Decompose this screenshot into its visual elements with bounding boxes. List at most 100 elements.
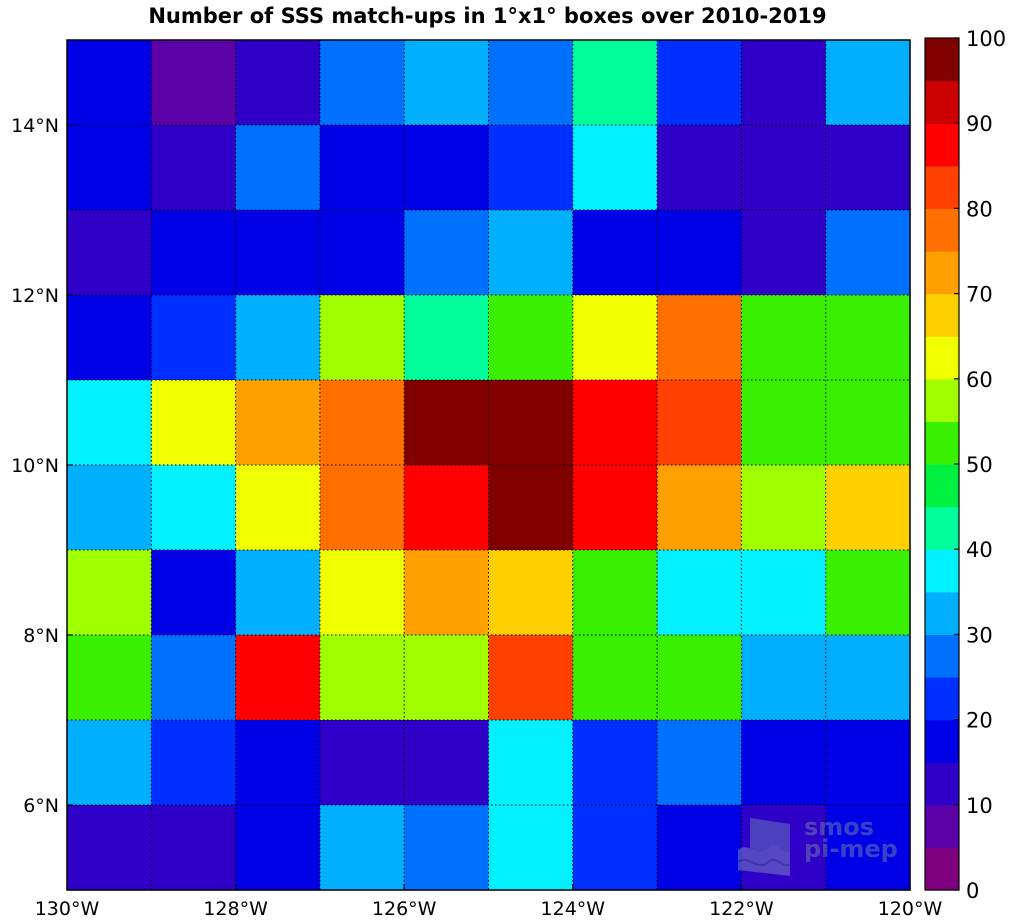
heatmap-cell [235,295,321,381]
heatmap-cell [741,125,827,211]
heatmap-cell [319,550,405,636]
heatmap-cell [319,380,405,466]
colorbar-segment [925,762,959,806]
heatmap-cell [67,550,152,636]
heatmap-cell [488,720,574,806]
colorbar-segment [925,165,959,209]
heatmap-cell [67,465,152,551]
heatmap-cell [572,380,658,466]
heatmap-cell [319,805,405,891]
x-axis: 130°W 128°W 126°W 124°W 122°W 120°W [35,884,943,920]
heatmap-cell [572,635,658,721]
colorbar-tick-label: 80 [966,197,993,221]
heatmap-cell [741,295,827,381]
heatmap-cell [657,805,742,891]
heatmap-cell [67,210,152,296]
heatmap-cell [657,125,742,211]
colorbar-segment [925,634,959,678]
heatmap-cell [235,380,321,466]
heatmap-cell [741,465,827,551]
heatmap-cell [235,40,321,126]
x-tick-label: 120°W [878,898,943,920]
heatmap-cell [572,210,658,296]
colorbar-tick-label: 40 [966,538,993,562]
colorbar-segment [925,506,959,550]
heatmap-cell [67,295,152,381]
heatmap-cell [488,40,574,126]
y-axis: 6°N 8°N 10°N 12°N 14°N [11,115,73,817]
logo-text-line-2: pi-mep [804,835,898,863]
heatmap-cell [67,40,152,126]
heatmap-cell [741,380,827,466]
heatmap-cell [488,805,574,891]
colorbar-segment [925,208,959,252]
heatmap-cell [825,380,911,466]
heatmap-cell [572,805,658,891]
colorbar-segment [925,677,959,721]
heatmap-cell [404,805,490,891]
heatmap-cell [572,720,658,806]
heatmap-cell [319,720,405,806]
heatmap-cell [825,465,911,551]
colorbar-tick-label: 70 [966,283,993,307]
colorbar-tick-label: 60 [966,368,993,392]
heatmap-cell [404,210,490,296]
heatmap-cell [657,380,742,466]
logo-icon [737,818,791,876]
chart-title: Number of SSS match-ups in 1°x1° boxes o… [148,4,827,28]
heatmap-cell [151,720,237,806]
colorbar-segment [925,549,959,593]
heatmap-cell [319,635,405,721]
heatmap-cell [572,40,658,126]
y-tick-label: 12°N [11,285,59,307]
colorbar-tick-label: 10 [966,794,993,818]
heatmap-cell [67,805,152,891]
x-tick-label: 126°W [372,898,437,920]
colorbar-segment [925,251,959,295]
heatmap-cell [319,125,405,211]
heatmap-cell [319,295,405,381]
heatmap-cell [657,550,742,636]
colorbar-segment [925,464,959,508]
heatmap-cell [657,720,742,806]
colorbar-segment [925,293,959,337]
heatmap-cell [657,40,742,126]
colorbar: 0 10 20 30 40 50 60 70 80 90 100 [924,27,1006,903]
heatmap-cell [235,125,321,211]
heatmap-cell [235,720,321,806]
heatmap-cell [825,720,911,806]
heatmap-cell [151,380,237,466]
y-tick-label: 6°N [23,795,59,817]
logo-text-line-1: smos [804,813,875,841]
heatmap-cell [825,40,911,126]
heatmap-cell [741,40,827,126]
heatmap-cell [657,465,742,551]
colorbar-segment [925,847,959,891]
heatmap-cells [67,40,911,891]
heatmap-cell [404,40,490,126]
heatmap-cell [151,295,237,381]
heatmap-cell [319,465,405,551]
smos-pimep-logo: smos pi-mep [737,813,898,884]
heatmap-cell [741,550,827,636]
heatmap-cell [741,635,827,721]
heatmap-cell [404,295,490,381]
heatmap-cell [404,550,490,636]
heatmap-cell [235,550,321,636]
heatmap-cell [657,635,742,721]
heatmap-cell [235,635,321,721]
heatmap-cell [572,295,658,381]
colorbar-segment [925,719,959,763]
colorbar-segment [925,336,959,380]
colorbar-segment [925,804,959,848]
y-tick-label: 8°N [23,625,59,647]
colorbar-segment [925,591,959,635]
heatmap-cell [319,210,405,296]
heatmap-cell [235,465,321,551]
heatmap-cell [488,550,574,636]
heatmap-cell [235,210,321,296]
heatmap-cell [488,295,574,381]
heatmap-cell [404,720,490,806]
heatmap-cell [488,635,574,721]
